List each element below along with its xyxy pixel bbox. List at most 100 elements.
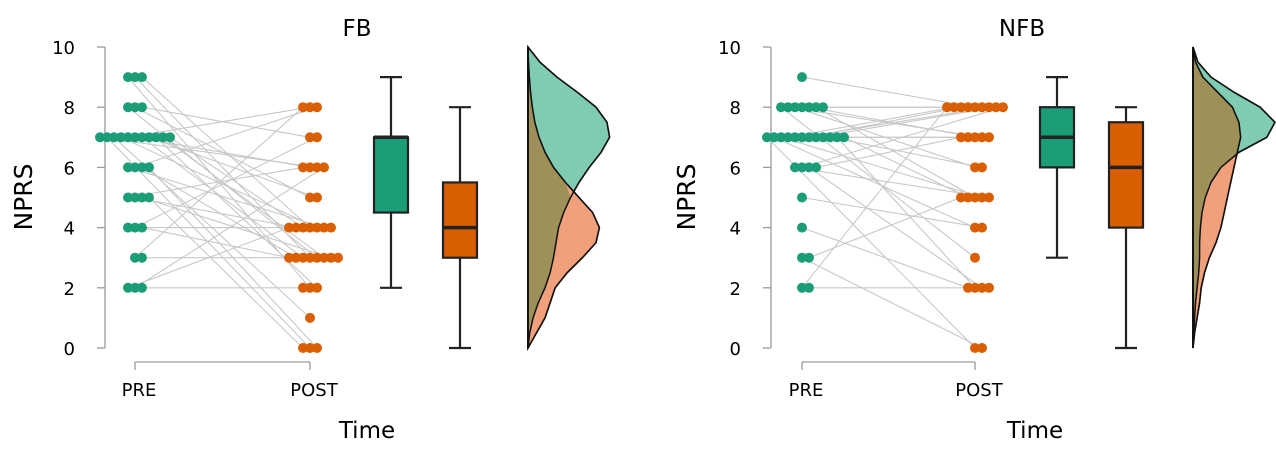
connector-line: [843, 136, 969, 198]
pre-point: [123, 102, 133, 113]
connector-line: [801, 196, 983, 229]
pre-point: [130, 162, 140, 173]
pre-point: [123, 192, 133, 203]
pre-point: [804, 162, 814, 173]
pre-point: [130, 192, 140, 203]
post-point: [942, 102, 952, 113]
post-point: [305, 282, 315, 293]
y-tick-label: 2: [730, 279, 741, 300]
post-point: [970, 132, 980, 143]
post-point: [970, 343, 980, 353]
pre-point: [137, 252, 147, 263]
pre-point: [137, 192, 147, 203]
box: [441, 181, 479, 259]
connector-line: [787, 106, 955, 138]
pre-point: [811, 132, 821, 143]
pre-point: [776, 132, 786, 143]
pre-point: [818, 102, 828, 113]
pre-point: [797, 282, 807, 293]
post-point: [319, 162, 329, 173]
post-point: [312, 252, 322, 263]
post-point: [312, 192, 322, 203]
pre-point: [797, 102, 807, 113]
post-point: [298, 343, 308, 353]
y-tick-label: 4: [730, 219, 741, 240]
pre-point: [797, 252, 807, 263]
x-tick-label: POST: [290, 380, 338, 401]
pre-point: [776, 102, 786, 113]
connector-line: [134, 136, 318, 229]
pre-point: [804, 252, 814, 263]
post-point: [984, 102, 994, 113]
pre-point: [797, 162, 807, 173]
post-point: [298, 162, 308, 173]
panel-nfb: NFB NPRS Time 0 2 4 6 8 10 PRE POST: [672, 16, 1276, 444]
density-pre-outline: [1192, 46, 1276, 349]
pre-point: [825, 132, 835, 143]
connector-line: [141, 166, 297, 259]
connector-line: [773, 136, 976, 229]
connector-lines: [99, 76, 338, 349]
pre-point: [811, 162, 821, 173]
pre-point: [102, 132, 112, 143]
post-point: [956, 192, 966, 203]
post-point: [326, 252, 336, 263]
connector-line: [99, 136, 318, 168]
boxplot-post: [1107, 106, 1145, 350]
pre-point: [797, 72, 807, 83]
connector-line: [127, 227, 290, 289]
pre-point: [123, 72, 133, 83]
connector-line: [801, 257, 983, 349]
pre-point: [783, 102, 793, 113]
y-tick-label: 2: [64, 279, 75, 300]
y-tick-label: 0: [730, 339, 741, 360]
y-tick-label: 6: [64, 158, 75, 179]
pre-point: [95, 132, 105, 143]
y-tick-label: 0: [64, 339, 75, 360]
y-tick-label: 10: [52, 38, 75, 59]
density-pre-outline: [527, 44, 611, 349]
connector-lines: [766, 76, 1004, 349]
connector-line: [141, 136, 304, 259]
density-clouds: [527, 44, 611, 351]
y-tick-label: 8: [64, 98, 75, 119]
post-point: [956, 132, 966, 143]
x-tick-label: POST: [955, 380, 1003, 401]
post-point: [298, 252, 308, 263]
pre-point: [762, 132, 772, 143]
y-axis-label: NPRS: [9, 163, 38, 230]
post-point: [291, 252, 301, 263]
post-point: [305, 132, 315, 143]
post-point: [970, 222, 980, 233]
pre-point: [144, 132, 154, 143]
post-point: [291, 222, 301, 233]
pre-point: [109, 132, 119, 143]
post-point: [312, 343, 322, 353]
connector-line: [808, 166, 983, 289]
pre-point: [158, 132, 168, 143]
pre-point: [137, 72, 147, 83]
pre-point: [123, 282, 133, 293]
post-point: [970, 252, 980, 263]
box: [1107, 121, 1145, 229]
post-point: [984, 132, 994, 143]
post-point: [963, 192, 973, 203]
data-points: [762, 72, 1008, 353]
post-point: [305, 192, 315, 203]
pre-point: [130, 222, 140, 233]
pre-point: [123, 162, 133, 173]
pre-point: [790, 162, 800, 173]
pre-point: [839, 132, 849, 143]
x-tick-label: PRE: [789, 380, 824, 401]
post-point: [284, 222, 294, 233]
pre-point: [783, 132, 793, 143]
post-point: [963, 282, 973, 293]
connector-line: [106, 136, 311, 349]
post-point: [977, 192, 987, 203]
connector-line: [155, 136, 318, 289]
pre-point: [144, 162, 154, 173]
connector-line: [169, 136, 304, 229]
connector-line: [148, 197, 304, 349]
